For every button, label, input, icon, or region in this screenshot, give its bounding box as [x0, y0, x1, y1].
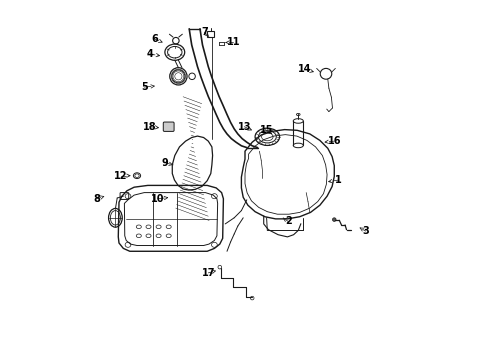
Ellipse shape	[333, 218, 336, 221]
Text: 1: 1	[335, 175, 342, 185]
Text: 12: 12	[114, 171, 127, 181]
Text: 5: 5	[141, 82, 147, 92]
Text: 7: 7	[201, 27, 208, 37]
Text: 8: 8	[93, 194, 100, 204]
Text: 4: 4	[146, 49, 153, 59]
Text: 6: 6	[151, 34, 158, 44]
Text: 13: 13	[238, 122, 251, 132]
Text: 14: 14	[297, 64, 311, 74]
Text: 17: 17	[201, 268, 215, 278]
Text: 10: 10	[151, 194, 165, 204]
Text: 15: 15	[260, 125, 273, 135]
Text: 18: 18	[143, 122, 156, 132]
Text: 16: 16	[327, 136, 341, 146]
Text: 11: 11	[227, 37, 240, 48]
Text: 2: 2	[285, 216, 292, 226]
Text: 3: 3	[362, 226, 369, 236]
Text: 9: 9	[162, 158, 169, 168]
FancyBboxPatch shape	[163, 122, 174, 131]
